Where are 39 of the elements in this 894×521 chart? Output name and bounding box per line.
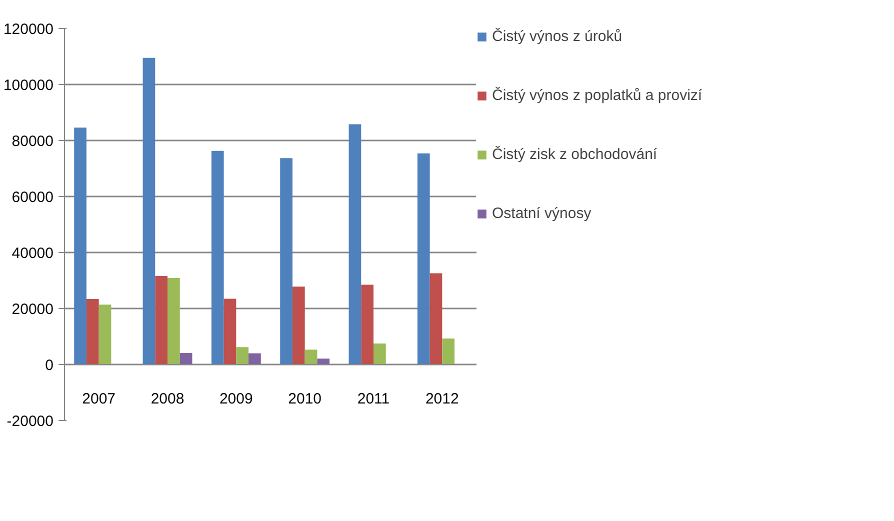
x-tick-label: 2011 — [357, 390, 390, 408]
bar — [361, 284, 374, 364]
x-tick-label: 2010 — [288, 390, 322, 408]
bar — [224, 298, 236, 364]
y-tick-label: -20000 — [6, 413, 54, 430]
y-tick-label: 60000 — [12, 189, 54, 206]
bar — [292, 286, 305, 364]
bar — [442, 338, 455, 364]
bar — [304, 350, 318, 364]
bar — [236, 347, 249, 364]
legend-label: Čistý zisk z obchodování — [492, 146, 658, 163]
bar — [98, 304, 112, 364]
bar — [74, 128, 86, 364]
bar — [280, 158, 292, 364]
bar — [142, 58, 156, 364]
y-tick-label: 120000 — [3, 21, 54, 38]
legend-label: Čistý výnos z úroků — [492, 28, 622, 45]
bar — [374, 344, 386, 364]
bar — [430, 273, 442, 364]
bar — [417, 153, 430, 364]
bar — [168, 278, 180, 364]
legend-label: Ostatní výnosy — [492, 205, 592, 222]
x-tick-label: 2007 — [82, 390, 116, 408]
y-tick-label: 80000 — [12, 133, 54, 150]
bar — [317, 358, 330, 364]
y-tick-label: 0 — [45, 357, 54, 374]
bar — [348, 124, 362, 364]
y-tick-label: 100000 — [3, 77, 54, 94]
bar — [180, 353, 192, 364]
x-tick-label: 2012 — [425, 390, 459, 408]
bar — [155, 276, 168, 364]
x-tick-label: 2008 — [150, 390, 184, 408]
bar — [86, 298, 99, 364]
y-tick-label: 20000 — [12, 301, 54, 318]
bar — [211, 150, 224, 364]
legend-label: Čistý výnos z poplatků a provizí — [492, 87, 702, 104]
bar — [248, 353, 261, 364]
x-tick-label: 2009 — [219, 390, 253, 408]
y-tick-label: 40000 — [12, 245, 54, 262]
